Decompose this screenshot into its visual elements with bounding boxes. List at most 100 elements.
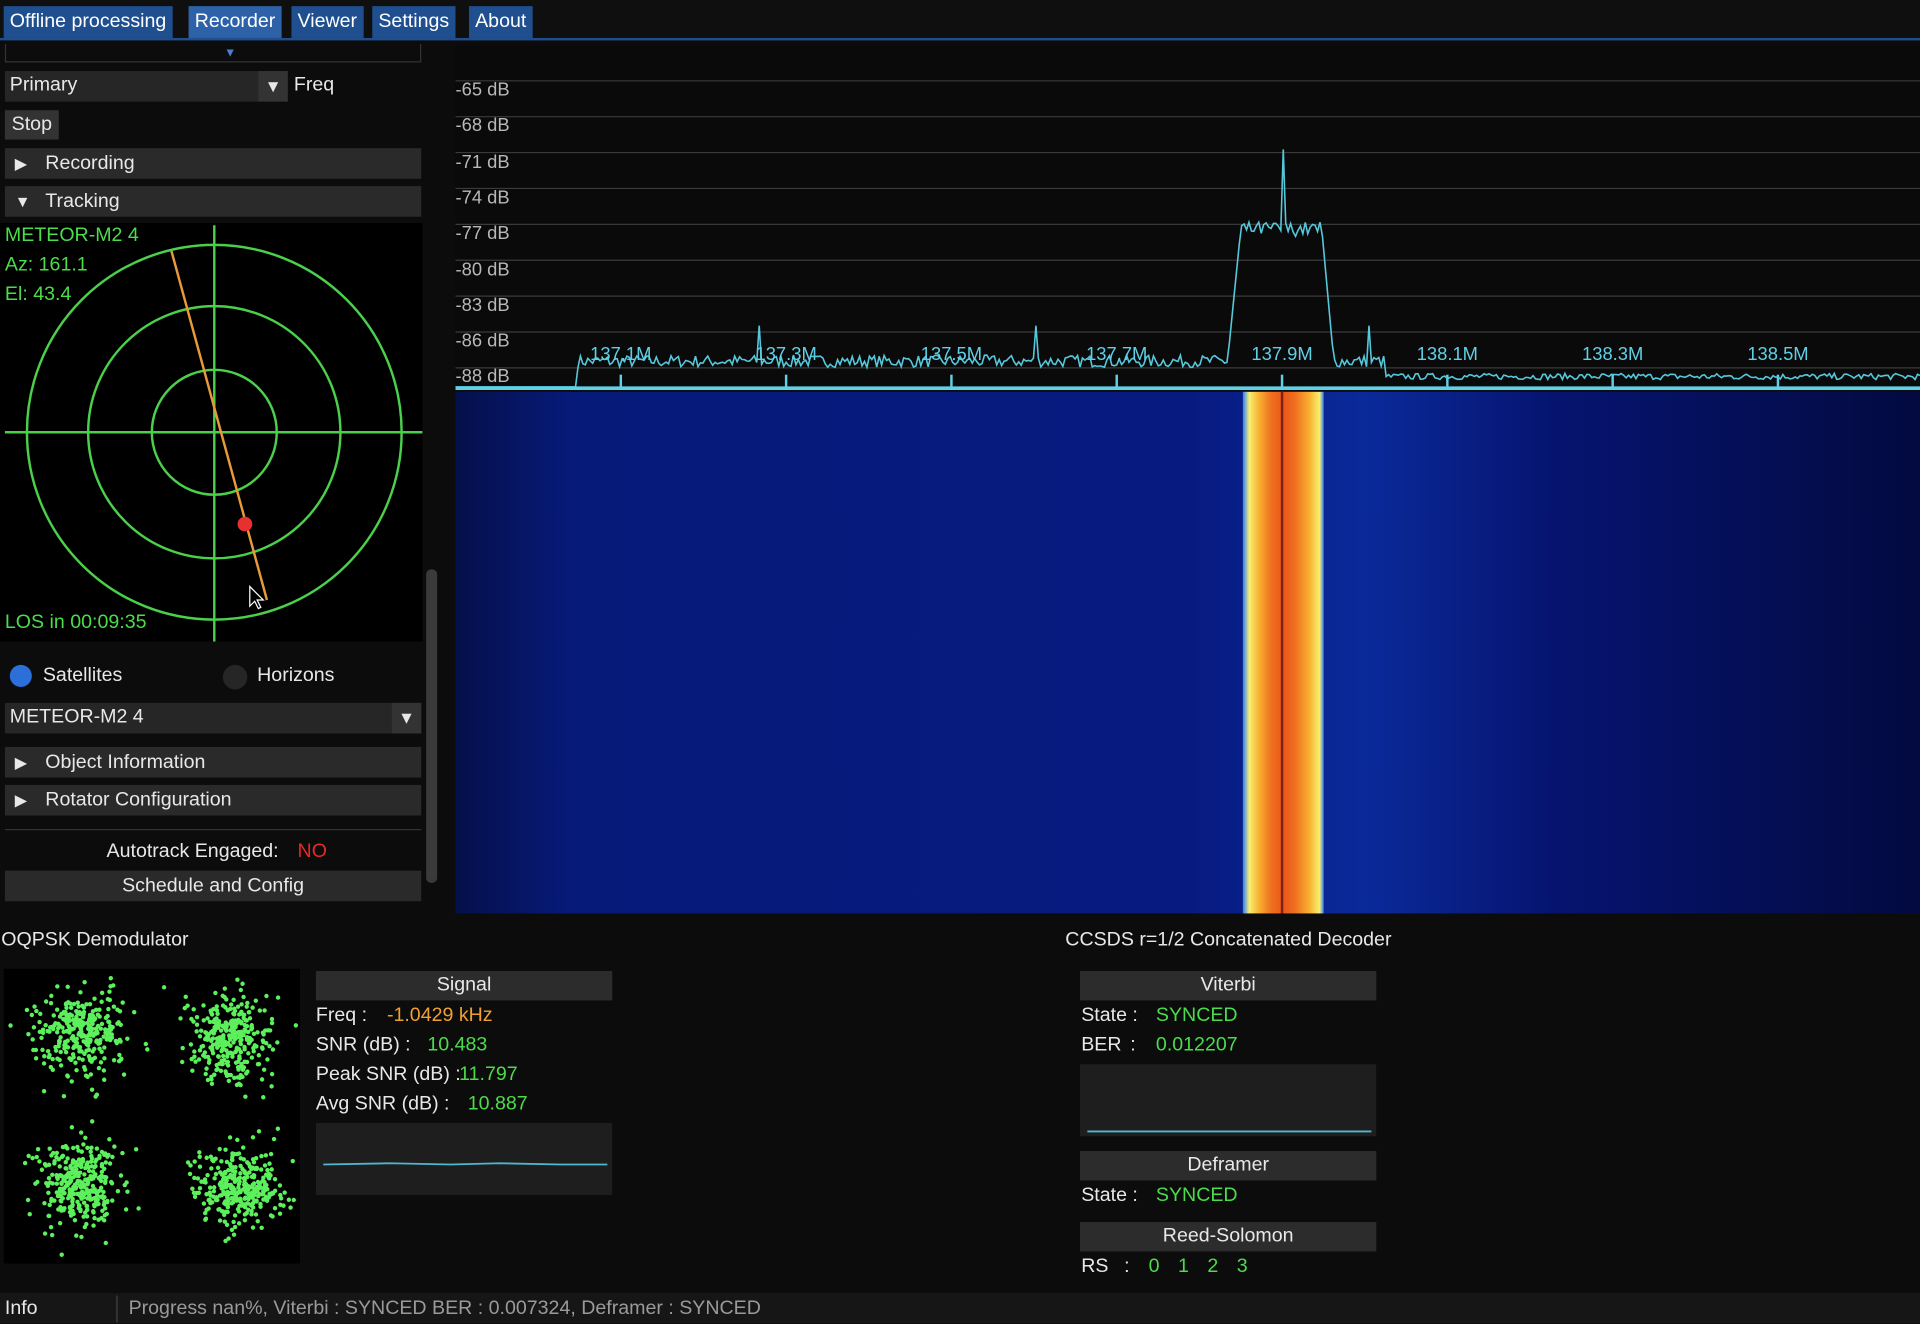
constellation-point — [69, 1166, 74, 1171]
object-combo[interactable] — [4, 702, 422, 734]
constellation-point — [77, 1044, 83, 1050]
constellation-point — [43, 999, 49, 1004]
constellation-point — [188, 1163, 193, 1168]
constellation-point — [250, 1135, 256, 1140]
constellation-point — [68, 1001, 73, 1006]
constellation-point — [187, 1171, 193, 1177]
constellation-point — [58, 1049, 63, 1055]
constellation-point — [32, 1004, 37, 1009]
azimuth: Az: 161.1 — [4, 254, 88, 276]
constellation-point — [103, 1030, 108, 1035]
scrollbar[interactable] — [426, 569, 438, 883]
constellation-point — [92, 1215, 97, 1221]
constellation-point — [91, 1017, 97, 1023]
constellation-point — [75, 1000, 80, 1005]
constellation-point — [161, 985, 167, 990]
constellation-point — [87, 1002, 93, 1007]
constellation-point — [231, 1034, 236, 1039]
constellation-point — [203, 1037, 208, 1042]
constellation-point — [249, 1166, 254, 1171]
db-label: -74 dB — [455, 187, 510, 209]
rs-code: 1 — [1177, 1256, 1189, 1278]
constellation-point — [86, 1054, 92, 1059]
tracking-title: Tracking — [45, 191, 120, 212]
constellation-point — [222, 1219, 228, 1224]
tab[interactable]: About — [468, 6, 533, 38]
constellation-point — [194, 1014, 200, 1020]
stop-button[interactable]: Stop — [4, 110, 59, 140]
rs-code: 0 — [1148, 1256, 1160, 1278]
constellation-point — [238, 1196, 243, 1201]
signal-value: 11.797 — [459, 1064, 518, 1085]
tab[interactable]: Settings — [372, 6, 456, 38]
constellation-point — [103, 1015, 109, 1021]
constellation-point — [232, 1213, 238, 1218]
constellation-point — [204, 1155, 209, 1160]
constellation-point — [70, 1202, 75, 1207]
rotator-header[interactable]: ▶ Rotator Configuration — [4, 784, 422, 816]
constellation-point — [212, 1072, 217, 1077]
radio-on[interactable] — [9, 664, 32, 687]
constellation-point — [89, 1087, 95, 1092]
constellation-point — [76, 1004, 81, 1009]
constellation-point — [50, 1172, 55, 1177]
constellation-point — [85, 1176, 91, 1182]
schedule-button[interactable]: Schedule and Config — [4, 870, 422, 902]
constellation-point — [261, 1191, 266, 1197]
constellation-point — [94, 1029, 100, 1034]
constellation-point — [270, 1047, 276, 1052]
constellation-point — [218, 1028, 224, 1033]
freq-label: 137.7M — [1086, 344, 1148, 365]
waterfall-bg — [455, 391, 1920, 914]
constellation-point — [180, 1045, 185, 1051]
constellation-point — [113, 1038, 119, 1044]
constellation-bg — [3, 968, 301, 1264]
constellation-point — [241, 1015, 246, 1021]
constellation-point — [38, 1011, 43, 1017]
constellation-point — [84, 1207, 90, 1213]
constellation-point — [256, 1193, 261, 1199]
constellation-point — [85, 1145, 90, 1151]
satellite-track — [170, 250, 269, 601]
combo-arrow[interactable]: ▼ — [391, 702, 422, 734]
constellation-point — [63, 1002, 69, 1007]
constellation-point — [92, 1187, 97, 1192]
constellation-point — [242, 1170, 248, 1176]
constellation-point — [220, 1061, 225, 1067]
recording-header[interactable]: ▶ Recording — [4, 148, 422, 179]
constellation-point — [31, 1047, 36, 1053]
constellation-point — [68, 1057, 74, 1063]
constellation-point — [52, 1198, 57, 1203]
signal-label: SNR (dB) : — [315, 1034, 411, 1056]
constellation-point — [46, 1176, 52, 1181]
combo-arrow[interactable]: ▼ — [258, 71, 288, 102]
constellation-point — [94, 1092, 100, 1097]
constellation-point — [228, 1190, 234, 1196]
source-combo[interactable] — [4, 71, 288, 102]
constellation-point — [121, 1072, 127, 1077]
constellation-point — [79, 1183, 84, 1188]
constellation-point — [86, 1168, 92, 1174]
constellation-point — [69, 1079, 74, 1084]
constellation-point — [65, 984, 70, 990]
constellation-point — [231, 1173, 236, 1178]
constellation-point — [59, 1181, 64, 1187]
tab[interactable]: Offline processing — [3, 6, 173, 38]
radio-off[interactable] — [222, 664, 248, 690]
object-info-header[interactable]: ▶ Object Information — [4, 746, 422, 778]
constellation-point — [224, 1222, 230, 1228]
constellation-point — [47, 1146, 52, 1151]
elevation: El: 43.4 — [4, 284, 72, 305]
constellation-point — [219, 1058, 224, 1063]
constellation-point — [102, 1199, 107, 1205]
constellation-point — [98, 1060, 104, 1065]
constellation-point — [222, 1175, 227, 1180]
constellation-point — [86, 1047, 92, 1052]
tab[interactable]: Recorder — [188, 6, 282, 38]
constellation-point — [79, 1196, 84, 1201]
constellation-point — [269, 1071, 275, 1077]
constellation-point — [71, 1175, 76, 1180]
tab[interactable]: Viewer — [291, 6, 364, 38]
tracking-header[interactable]: ▼ Tracking — [4, 186, 422, 217]
constellation-point — [41, 1061, 47, 1066]
